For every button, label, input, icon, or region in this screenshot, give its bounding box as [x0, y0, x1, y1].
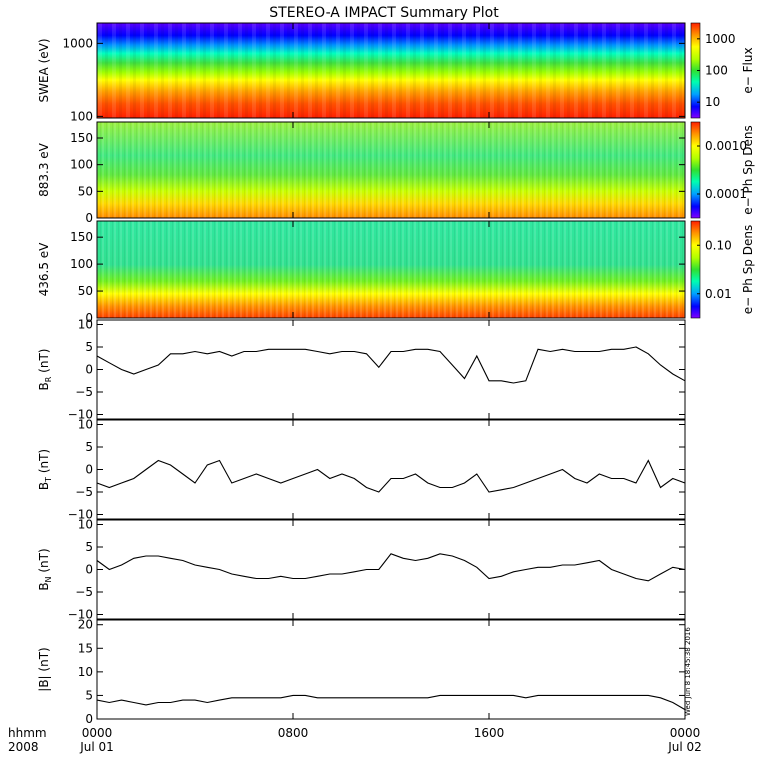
y-tick-label: 100 — [70, 257, 93, 271]
y-tick-label: 150 — [70, 230, 93, 244]
y-tick-label: −5 — [75, 585, 93, 599]
colorbar-tick-label: 1000 — [705, 32, 736, 46]
time-row2-label: 2008 — [8, 740, 39, 754]
y-label-unit: (nT) — [37, 548, 51, 576]
panel-frame — [96, 22, 686, 119]
colorbar-tick-label: 0.10 — [705, 238, 732, 252]
y-label-main: B — [37, 582, 51, 590]
y-tick-label: 50 — [78, 184, 93, 198]
y-tick-label: 0 — [85, 463, 93, 477]
heatmap-texture — [97, 122, 685, 218]
x-tick-date-label: Jul 01 — [79, 740, 114, 754]
x-tick-date-label: Jul 02 — [667, 740, 702, 754]
colorbar-label: e− Ph Sp Dens — [741, 225, 755, 314]
y-axis-label: SWEA (eV) — [37, 38, 51, 102]
y-tick-label: −5 — [75, 385, 93, 399]
y-tick-label: 0 — [85, 211, 93, 225]
y-axis-label: BT (nT) — [37, 449, 53, 490]
y-tick-label: −10 — [68, 508, 93, 522]
y-tick-label: 5 — [85, 540, 93, 554]
y-tick-label: 1000 — [62, 36, 93, 50]
y-label-main: |B| — [37, 675, 51, 691]
panel-5: 10 5 0 −5 −10 BT (nT) — [37, 418, 686, 522]
series-line — [96, 694, 686, 711]
series-line — [96, 459, 686, 493]
series-line — [96, 346, 686, 384]
y-tick-label: 0 — [85, 712, 93, 726]
colorbar-tick-label: 0.0010 — [705, 139, 747, 153]
y-tick-label: −10 — [68, 408, 93, 422]
panel-frame — [96, 619, 686, 720]
y-axis-label: BR (nT) — [37, 349, 53, 391]
colorbar — [690, 220, 701, 319]
panel-frame — [96, 319, 686, 420]
y-label-sub: R — [44, 376, 53, 382]
y-tick-label: 5 — [85, 688, 93, 702]
panel-3: 0.10 0.01 e− Ph Sp Dens 150 100 50 0 436.5 eV — [37, 220, 755, 325]
colorbar-tick-label: 100 — [705, 64, 728, 78]
colorbar-label: e− Ph Sp Dens — [741, 125, 755, 214]
panel-frame — [96, 419, 686, 520]
y-tick-label: 150 — [70, 131, 93, 145]
series-line — [96, 553, 686, 582]
y-tick-label: 0 — [85, 563, 93, 577]
y-tick-label: 10 — [78, 518, 93, 532]
panel-frame — [96, 220, 686, 319]
y-tick-label: 0 — [85, 363, 93, 377]
x-tick-label: 1600 — [474, 726, 505, 740]
panel-6: 10 5 0 −5 −10 BN (nT) — [37, 518, 686, 622]
panel-4: 10 5 0 −5 −10 BR (nT) — [37, 318, 686, 422]
y-label-unit: (nT) — [37, 449, 51, 477]
y-tick-label: 15 — [78, 641, 93, 655]
y-axis-label: |B| (nT) — [37, 647, 51, 691]
y-axis-label: 883.3 eV — [37, 142, 51, 197]
y-tick-label: 5 — [85, 340, 93, 354]
y-label-main: B — [37, 482, 51, 490]
y-axis-label: 436.5 eV — [37, 242, 51, 297]
y-tick-label: 10 — [78, 318, 93, 332]
y-tick-label: 10 — [78, 665, 93, 679]
y-tick-label: 10 — [78, 418, 93, 432]
y-tick-label: 5 — [85, 440, 93, 454]
y-tick-label: −10 — [68, 608, 93, 622]
plot-title: STEREO-A IMPACT Summary Plot — [269, 5, 499, 21]
colorbar-tick-label: 10 — [705, 95, 720, 109]
y-label-unit: (nT) — [37, 647, 51, 675]
colorbar-tick-label: 0.0001 — [705, 187, 747, 201]
panel-frame — [96, 121, 686, 219]
timestamp-stamp: Wed Jun 8 18:45:38 2016 — [684, 627, 692, 716]
y-axis-label: BN (nT) — [37, 548, 53, 590]
y-tick-label: 20 — [78, 618, 93, 632]
y-tick-label: 100 — [70, 158, 93, 172]
y-tick-label: 100 — [70, 109, 93, 123]
colorbar — [690, 121, 701, 219]
colorbar-tick-label: 0.01 — [705, 287, 732, 301]
y-tick-label: 0 — [85, 311, 93, 325]
panel-1: 1000 100 10 e− Flux 1000 100 SWEA (eV) — [37, 22, 755, 123]
y-label-unit: (nT) — [37, 349, 51, 377]
y-label-sub: N — [44, 576, 53, 582]
x-tick-label: 0800 — [278, 726, 309, 740]
y-label-sub: T — [44, 477, 53, 483]
x-tick-label: 0000 — [82, 726, 113, 740]
colorbar-label: e− Flux — [741, 47, 755, 93]
panel-7: 20 15 10 5 0 |B| (nT) — [37, 618, 686, 726]
y-tick-label: −5 — [75, 485, 93, 499]
panel-frame — [96, 519, 686, 620]
heatmap-texture — [97, 221, 685, 318]
x-tick-label: 0000 — [670, 726, 701, 740]
heatmap-texture — [97, 23, 685, 118]
y-tick-label: 50 — [78, 284, 93, 298]
y-label-main: B — [37, 382, 51, 390]
time-row1-label: hhmm — [8, 726, 47, 740]
